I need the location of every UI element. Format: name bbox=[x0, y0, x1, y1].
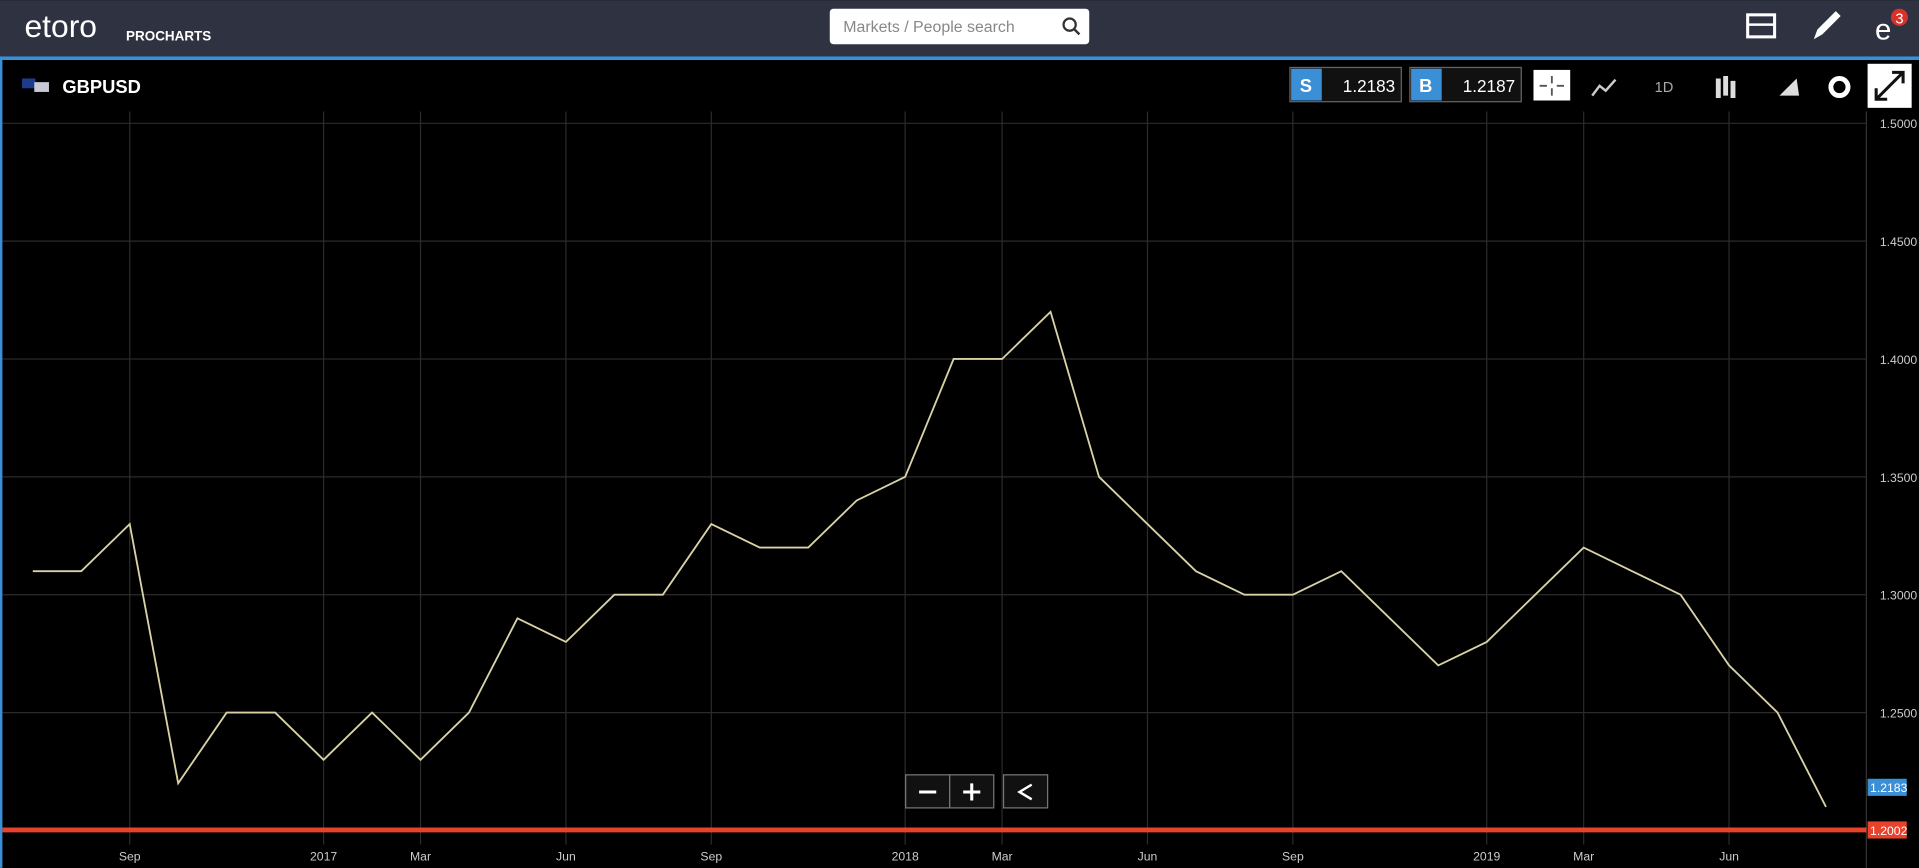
x-tick-label: Jun bbox=[1138, 850, 1158, 864]
y-tick-label: 1.2500 bbox=[1880, 706, 1918, 720]
search-icon bbox=[1073, 28, 1081, 36]
sell-price: 1.2183 bbox=[1343, 76, 1395, 96]
logo: etoro bbox=[24, 8, 97, 44]
zoom-in-icon bbox=[963, 783, 981, 801]
y-tick-label: 1.5000 bbox=[1880, 117, 1918, 131]
x-tick-label: Sep bbox=[119, 850, 141, 864]
search-placeholder: Markets / People search bbox=[843, 19, 1015, 36]
sell-badge bbox=[1291, 68, 1322, 101]
panel-border bbox=[0, 56, 3, 868]
buy-price: 1.2187 bbox=[1463, 76, 1515, 96]
share-button[interactable] bbox=[1002, 774, 1049, 809]
profile-button[interactable]: e bbox=[1875, 13, 1891, 46]
timeframe[interactable]: 1D bbox=[1655, 80, 1674, 96]
zoom-out-button[interactable] bbox=[905, 774, 951, 809]
buy-badge bbox=[1411, 68, 1442, 101]
product-name: PROCHARTS bbox=[126, 29, 211, 44]
x-tick-label: Jun bbox=[1719, 850, 1739, 864]
sell-label: S bbox=[1300, 75, 1312, 96]
alert-tag bbox=[1867, 821, 1907, 839]
x-tick-label: Mar bbox=[1573, 850, 1594, 864]
y-tick-label: 1.4500 bbox=[1880, 235, 1918, 249]
price-tag bbox=[1867, 778, 1907, 796]
chart: 1.2500 1.3000 1.3500 1.4000 1.4500 1.5000 Sep 2… bbox=[2, 111, 1918, 864]
symbol: GBPUSD bbox=[62, 76, 140, 97]
indicators-button[interactable] bbox=[1591, 78, 1617, 97]
share-icon bbox=[1017, 783, 1033, 801]
toolbar bbox=[2, 60, 1919, 112]
search-icon bbox=[1062, 17, 1077, 32]
settings-button[interactable] bbox=[1828, 76, 1851, 99]
x-tick-label: Jun bbox=[556, 850, 576, 864]
x-tick-label: 2018 bbox=[892, 850, 919, 864]
drawing-tools-button[interactable] bbox=[1779, 78, 1800, 96]
draw-button[interactable] bbox=[1813, 11, 1841, 40]
x-tick-label: Sep bbox=[1282, 850, 1304, 864]
x-tick-label: Mar bbox=[410, 850, 431, 864]
alert-label: 1.2002 bbox=[1870, 824, 1908, 838]
x-tick-label: Sep bbox=[700, 850, 722, 864]
x-tick-label: Mar bbox=[992, 850, 1013, 864]
x-tick-label: 2019 bbox=[1473, 850, 1500, 864]
y-tick-label: 1.3000 bbox=[1880, 589, 1918, 603]
crosshair-button[interactable] bbox=[1533, 69, 1571, 101]
fullscreen-icon bbox=[1874, 70, 1905, 101]
price-tag-label: 1.2183 bbox=[1870, 781, 1908, 795]
chart-type-button[interactable] bbox=[1715, 76, 1736, 99]
plot-area bbox=[2, 111, 1867, 868]
crosshair-icon bbox=[1539, 76, 1565, 96]
x-tick-label: 2017 bbox=[310, 850, 337, 864]
y-tick-label: 1.4000 bbox=[1880, 353, 1918, 367]
price-line bbox=[32, 310, 1827, 808]
buy-label: B bbox=[1419, 75, 1432, 96]
flag-gb bbox=[22, 78, 36, 89]
notification-badge bbox=[1890, 8, 1908, 26]
flag-us bbox=[34, 82, 49, 92]
search-box[interactable] bbox=[829, 8, 1090, 45]
y-tick-label: 1.3500 bbox=[1880, 471, 1918, 485]
notification-count: 3 bbox=[1895, 11, 1903, 27]
panel-border bbox=[0, 56, 1919, 61]
